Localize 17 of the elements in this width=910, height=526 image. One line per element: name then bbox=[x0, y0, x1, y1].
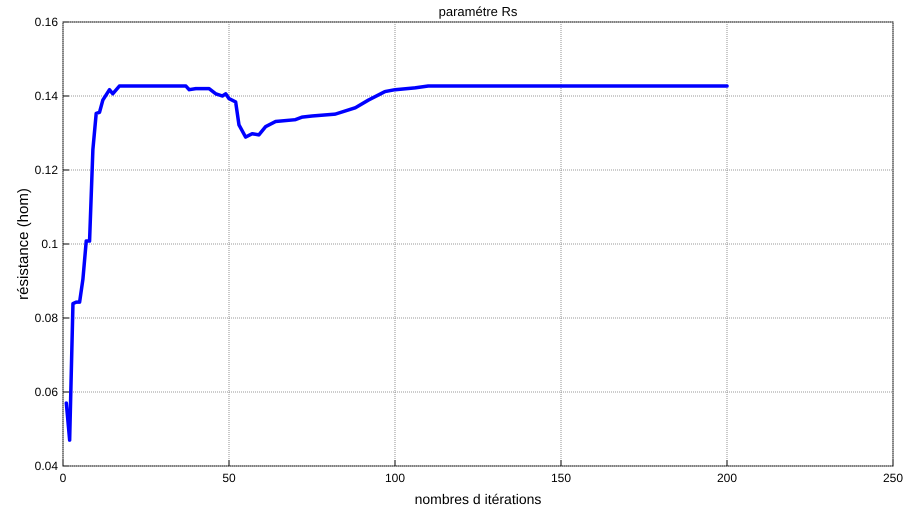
x-tick-label: 250 bbox=[882, 471, 904, 485]
y-tick-label: 0.16 bbox=[34, 15, 58, 30]
x-tick-label: 150 bbox=[550, 471, 572, 485]
x-axis-title: nombres d itérations bbox=[414, 491, 542, 507]
chart-title: paramétre Rs bbox=[438, 4, 518, 19]
y-tick-label: 0.08 bbox=[34, 311, 58, 326]
y-tick-label: 0.06 bbox=[34, 385, 58, 400]
y-tick-label: 0.04 bbox=[34, 459, 58, 474]
x-tick-label: 0 bbox=[60, 471, 67, 485]
y-tick-label: 0.1 bbox=[41, 237, 58, 252]
y-tick-label: 0.14 bbox=[34, 89, 58, 104]
y-axis-title: résistance (hom) bbox=[15, 188, 32, 300]
x-tick-label: 50 bbox=[222, 471, 236, 485]
line-series bbox=[64, 84, 729, 442]
y-tick-label: 0.12 bbox=[34, 163, 58, 178]
x-tick-label: 200 bbox=[716, 471, 738, 485]
x-tick-label: 100 bbox=[384, 471, 406, 485]
